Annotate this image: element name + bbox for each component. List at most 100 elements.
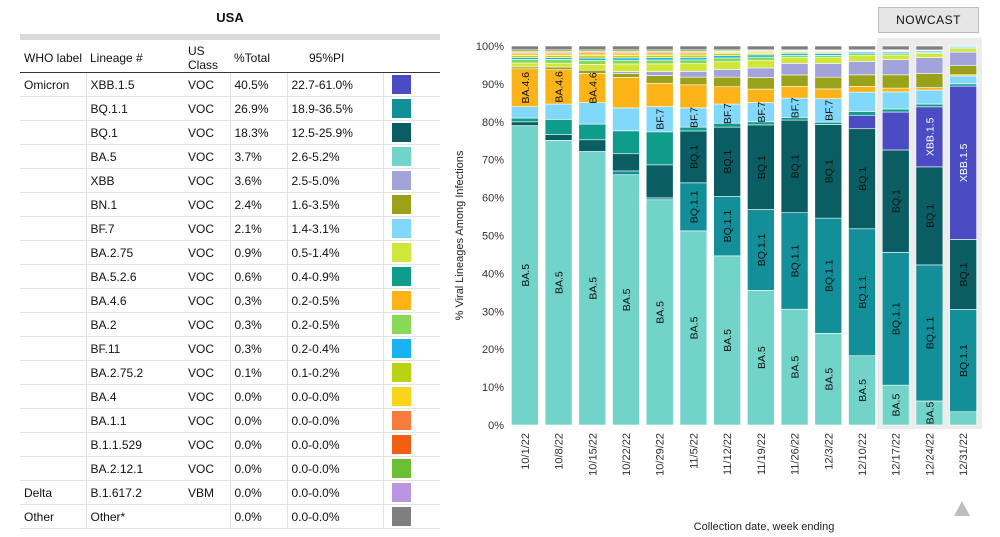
- bar-segment: [713, 61, 741, 70]
- cell-pct: 18.3%: [229, 120, 287, 145]
- bar-segment: [544, 66, 573, 70]
- cell-color: [382, 264, 440, 289]
- cell-class: VOC: [184, 456, 230, 481]
- bar-segment: [679, 57, 708, 61]
- segment-label: BQ.1.1: [756, 233, 768, 266]
- segment-label: BF.7: [688, 107, 700, 128]
- bar-segment: [949, 411, 977, 426]
- bar-segment: [780, 45, 809, 51]
- bar-segment: [679, 76, 708, 86]
- x-tick-label: 12/17/22: [891, 433, 903, 476]
- cell-pct: 0.3%: [229, 312, 287, 337]
- bar-segment: [780, 119, 809, 214]
- x-tick-label: 10/8/22: [554, 433, 566, 470]
- bar-segment: [848, 61, 876, 76]
- bar-segment: [645, 63, 674, 72]
- cell-pct: 0.3%: [229, 288, 287, 313]
- cell-class: VOC: [184, 216, 230, 241]
- cell-pi: 0.0-0.0%: [286, 432, 383, 457]
- bar-segment: [511, 106, 539, 119]
- bar-segment: [881, 45, 910, 51]
- bar-segment: [511, 117, 539, 123]
- bar-segment: [915, 57, 944, 74]
- color-swatch: [391, 291, 411, 310]
- segment-label: BQ.1: [722, 150, 734, 174]
- bar-segment: [949, 309, 977, 413]
- x-tick-label: 10/29/22: [655, 433, 667, 476]
- cell-color: [382, 240, 440, 265]
- cell-pct: 40.5%: [229, 72, 287, 97]
- cell-pi: 0.0-0.0%: [286, 408, 383, 433]
- bar-segment: [645, 164, 674, 199]
- bar-segment: [612, 45, 640, 51]
- bar-segment: [881, 54, 910, 60]
- bar-segment: [915, 53, 944, 58]
- cell-lineage: BF.11: [85, 336, 184, 361]
- color-swatch: [391, 219, 411, 238]
- cell-color: [382, 504, 440, 529]
- cell-who: [20, 168, 86, 193]
- color-swatch: [391, 459, 411, 478]
- bar-segment: [780, 57, 809, 64]
- bar-segment: [511, 62, 539, 68]
- bar-segment: [949, 48, 977, 53]
- bar-segment: [848, 228, 876, 357]
- cell-lineage: B.1.617.2: [85, 480, 184, 505]
- triangle-up-icon[interactable]: [954, 501, 970, 516]
- y-tick-label: 100%: [476, 41, 504, 53]
- segment-label: BQ.1.1: [722, 210, 734, 243]
- y-tick-label: 0%: [488, 420, 504, 432]
- segment-label: BQ.1.1: [790, 244, 802, 277]
- bar-segment: [612, 153, 640, 172]
- bar-segment: [780, 212, 809, 310]
- bar-segment: [578, 57, 607, 61]
- cell-lineage: BA.4: [85, 384, 184, 409]
- bar-segment: [679, 45, 708, 51]
- bar-segment: [747, 59, 775, 69]
- bar-segment: [645, 199, 674, 426]
- cell-pi: 12.5-25.9%: [286, 120, 383, 145]
- nowcast-button[interactable]: NOWCAST: [878, 7, 979, 33]
- bar-stack: [780, 45, 809, 426]
- bar-segment: [814, 217, 843, 334]
- x-axis-label: Collection date, week ending: [694, 521, 835, 533]
- cell-pi: 0.0-0.0%: [286, 456, 383, 481]
- segment-label: BQ.1: [823, 159, 835, 183]
- cell-color: [382, 312, 440, 337]
- x-tick-label: 11/19/22: [756, 433, 768, 475]
- bar-segment: [511, 121, 539, 126]
- bar-segment: [645, 71, 674, 76]
- cell-who: Delta: [20, 480, 86, 505]
- bar-segment: [915, 166, 944, 266]
- segment-label: BQ.1.1: [857, 276, 869, 309]
- bar-segment: [645, 59, 674, 65]
- table-row: BA.2 VOC 0.3% 0.2-0.5%: [20, 312, 440, 337]
- table-row: BA.1.1 VOC 0.0% 0.0-0.0%: [20, 408, 440, 433]
- x-tick-label: 11/12/22: [722, 433, 734, 475]
- color-swatch: [391, 507, 411, 526]
- cell-pct: 0.0%: [229, 432, 287, 457]
- cell-class: VOC: [184, 72, 230, 97]
- color-swatch: [391, 315, 411, 334]
- cell-who: [20, 360, 86, 385]
- bar-segment: [747, 45, 775, 51]
- x-tick-label: 11/26/22: [790, 433, 802, 475]
- table-row: Other Other* 0.0% 0.0-0.0%: [20, 504, 440, 529]
- header-rule: [20, 34, 440, 40]
- bar-segment: [645, 131, 674, 166]
- cell-pct: 0.3%: [229, 336, 287, 361]
- bar-segment: [848, 91, 876, 112]
- y-tick-label: 90%: [482, 79, 504, 91]
- color-swatch: [391, 243, 411, 262]
- region-title: USA: [216, 10, 244, 25]
- segment-label: BA.4.6: [554, 71, 566, 103]
- table-row: Omicron XBB.1.5 VOC 40.5% 22.7-61.0%: [20, 72, 440, 97]
- bar-stack: [915, 45, 944, 426]
- bar-segment: [949, 83, 977, 87]
- cell-pi: 0.0-0.0%: [286, 384, 383, 409]
- bar-segment: [578, 123, 607, 141]
- bar-segment: [544, 140, 573, 426]
- bar-segment: [578, 139, 607, 152]
- cell-lineage: XBB: [85, 168, 184, 193]
- bar-segment: [814, 88, 843, 99]
